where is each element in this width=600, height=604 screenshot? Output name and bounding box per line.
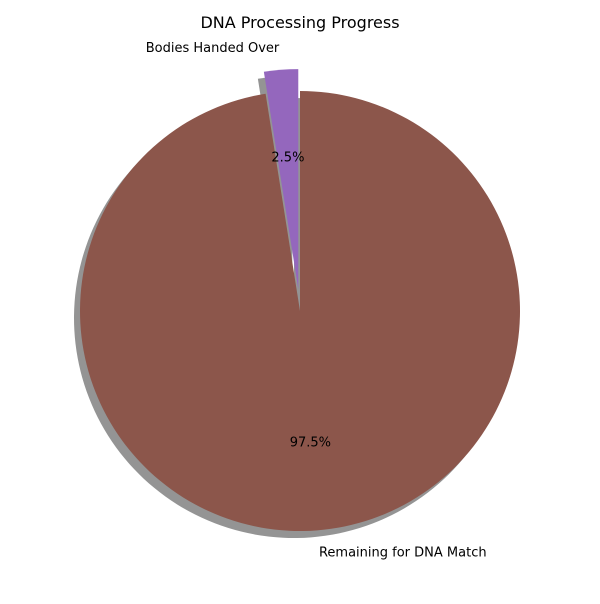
pie-labels: 2.5% Bodies Handed Over 97.5% Remaining for… — [146, 41, 487, 560]
pie-category-label-remaining-for-dna-match: Remaining for DNA Match — [319, 545, 487, 560]
pie-pct-label-bodies-handed-over: 2.5% — [271, 150, 304, 165]
pie-slices — [79, 69, 520, 531]
chart-title: DNA Processing Progress — [200, 13, 399, 32]
pie-slice-remaining-for-dna-match — [79, 91, 520, 531]
pie-slice-bodies-handed-over — [263, 69, 299, 290]
pie-category-label-bodies-handed-over: Bodies Handed Over — [146, 41, 280, 56]
pie-pct-label-remaining-for-dna-match: 97.5% — [290, 436, 331, 451]
